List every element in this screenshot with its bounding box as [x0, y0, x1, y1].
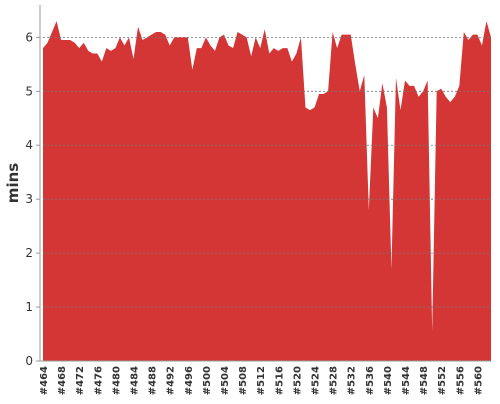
x-tick-label: #496: [184, 366, 195, 395]
x-tick-label: #476: [93, 366, 104, 395]
y-tick-label: 5: [25, 84, 33, 98]
x-tick-label: #532: [347, 366, 358, 395]
y-tick-label: 0: [25, 354, 33, 368]
x-tick-label: #516: [274, 366, 285, 395]
x-tick-label: #472: [75, 366, 86, 395]
y-tick-label: 6: [25, 30, 33, 44]
x-tick-label: #520: [292, 366, 303, 395]
x-tick-label: #464: [39, 366, 50, 395]
x-tick-label: #540: [383, 366, 394, 395]
x-tick-label: #504: [220, 366, 231, 395]
x-tick-label: #548: [419, 366, 430, 395]
y-tick-label: 3: [25, 192, 33, 206]
x-tick-label: #484: [130, 366, 141, 395]
x-tick-label: #508: [238, 366, 249, 395]
y-tick-label: 1: [25, 300, 33, 314]
x-tick-label: #488: [148, 366, 159, 395]
x-tick-label: #536: [365, 366, 376, 395]
x-tick-label: #556: [455, 366, 466, 395]
area: [43, 21, 491, 361]
y-tick-label: 4: [25, 138, 33, 152]
x-tick-label: #480: [111, 366, 122, 395]
x-tick-label: #524: [311, 366, 322, 395]
y-axis-label: mins: [4, 163, 22, 203]
x-tick-label: #500: [202, 366, 213, 395]
x-tick-label: #492: [166, 366, 177, 395]
x-tick-label: #544: [401, 366, 412, 395]
x-tick-label: #528: [329, 366, 340, 395]
x-tick-label: #552: [437, 366, 448, 395]
x-tick-label: #512: [256, 366, 267, 395]
x-tick-label: #468: [57, 366, 68, 395]
y-tick-label: 2: [25, 246, 33, 260]
x-tick-label: #560: [473, 366, 484, 395]
